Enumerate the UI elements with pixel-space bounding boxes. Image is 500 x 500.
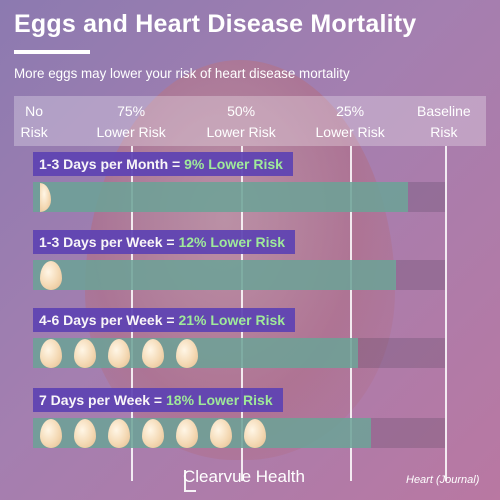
category-name: 1-3 Days per Week <box>39 234 163 250</box>
category-name: 4-6 Days per Week <box>39 312 163 328</box>
brand-name: Clearvue Health <box>183 467 305 486</box>
axis-tick-label-line1: Baseline <box>417 103 471 119</box>
egg-icon <box>244 419 266 448</box>
risk-reduction-label: 9% Lower Risk <box>184 156 283 172</box>
axis-tick-label-line2: Risk <box>20 124 48 140</box>
title-underline <box>14 50 90 54</box>
egg-icon <box>142 339 164 368</box>
axis-tick-label-line1: No <box>25 103 44 119</box>
half-egg-icon <box>40 183 51 212</box>
axis-tick-label: 75% Lower Risk <box>97 101 166 143</box>
axis-tick-label: 50% Lower Risk <box>207 101 276 143</box>
category-label: 1-3 Days per Week = 12% Lower Risk <box>33 230 295 254</box>
axis-tick-label: No Risk <box>21 101 48 143</box>
axis-tick-label-line2: Lower Risk <box>96 124 166 140</box>
source-citation: Heart (Journal) <box>406 474 480 486</box>
category-equals: = <box>162 312 179 328</box>
category-equals: = <box>162 234 179 250</box>
risk-reduction-label: 12% Lower Risk <box>178 234 286 250</box>
axis-tick-label-line2: Lower Risk <box>206 124 276 140</box>
axis-tick-label-line2: Risk <box>430 124 458 140</box>
category-label: 4-6 Days per Week = 21% Lower Risk <box>33 308 295 332</box>
category-equals: = <box>150 392 166 408</box>
egg-icon <box>176 419 198 448</box>
egg-icon <box>74 419 96 448</box>
risk-bar <box>33 182 408 212</box>
axis-tick-label-line1: 75% <box>117 103 146 119</box>
brand-logo-icon <box>184 470 196 492</box>
gridline <box>445 146 447 481</box>
axis-tick-label-line1: 50% <box>227 103 256 119</box>
risk-reduction-label: 21% Lower Risk <box>178 312 286 328</box>
gridline <box>350 146 352 481</box>
category-name: 1-3 Days per Month <box>39 156 169 172</box>
egg-icon <box>74 339 96 368</box>
egg-icon <box>108 419 130 448</box>
egg-icon <box>40 339 62 368</box>
axis-tick-label-line2: Lower Risk <box>315 124 385 140</box>
egg-icon <box>40 419 62 448</box>
chart-subtitle: More eggs may lower your risk of heart d… <box>14 66 350 81</box>
axis-header-band <box>14 96 486 146</box>
category-name: 7 Days per Week <box>39 392 151 408</box>
egg-icon <box>142 419 164 448</box>
axis-tick-label: 25% Lower Risk <box>316 101 385 143</box>
risk-reduction-label: 18% Lower Risk <box>166 392 273 408</box>
axis-tick-label-line1: 25% <box>336 103 365 119</box>
egg-icon <box>210 419 232 448</box>
egg-icon <box>108 339 130 368</box>
axis-tick-label: Baseline Risk <box>417 101 471 143</box>
risk-bar <box>33 260 396 290</box>
chart-title: Eggs and Heart Disease Mortality <box>14 10 417 38</box>
category-label: 7 Days per Week = 18% Lower Risk <box>33 388 283 412</box>
category-equals: = <box>168 156 185 172</box>
egg-icon <box>176 339 198 368</box>
category-label: 1-3 Days per Month = 9% Lower Risk <box>33 152 293 176</box>
egg-icon <box>40 261 62 290</box>
